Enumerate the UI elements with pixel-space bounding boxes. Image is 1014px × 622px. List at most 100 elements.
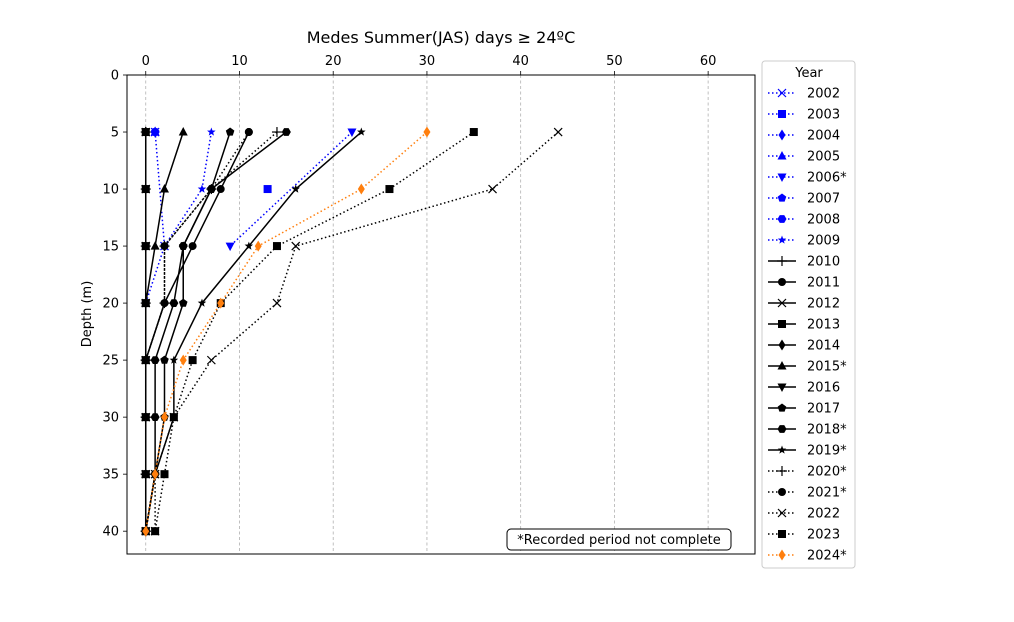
axes: 0 10 20 30 40 50 60 0 5 10 15 20 25 30 35 40 — [102, 54, 716, 540]
marker-legend — [777, 215, 787, 223]
marker-point — [272, 242, 281, 251]
legend-title: Year — [794, 66, 823, 81]
legend-items: 2002 2003 2004 2005 2006* 2007 2008 2009 2010 201… — [768, 87, 847, 564]
marker-point — [469, 128, 478, 137]
legend-item: 2006* — [768, 171, 847, 186]
legend-item: 2007 — [768, 192, 840, 207]
legend-label: 2021* — [807, 486, 847, 501]
marker-point — [142, 525, 150, 537]
marker-point — [188, 242, 197, 251]
marker-point — [160, 242, 169, 251]
legend-item: 2010 — [768, 255, 840, 270]
legend-item: 2019* — [768, 444, 847, 459]
legend-item: 2015* — [768, 360, 847, 375]
marker-point — [281, 128, 291, 136]
marker-point — [141, 413, 150, 422]
marker-point — [347, 128, 357, 138]
marker-point — [197, 298, 207, 307]
marker-point — [141, 470, 150, 479]
legend-item: 2018* — [768, 423, 847, 438]
legend-label: 2011 — [807, 276, 840, 291]
legend-label: 2014 — [807, 339, 840, 354]
series-line — [145, 131, 362, 532]
series-2006 — [225, 128, 357, 252]
marker-point — [179, 354, 187, 366]
marker-legend — [777, 383, 787, 392]
marker-point — [254, 240, 262, 252]
legend-label: 2013 — [807, 318, 840, 333]
legend-item: 2017 — [768, 402, 840, 417]
legend-label: 2015* — [807, 360, 847, 375]
series-2019 — [141, 127, 366, 535]
marker-legend — [777, 151, 787, 160]
marker-point — [216, 185, 225, 194]
marker-point — [291, 241, 301, 251]
annotation-box: *Recorded period not complete — [506, 528, 732, 551]
legend-item: 2016 — [768, 381, 840, 396]
chart-title: Medes Summer(JAS) days ≥ 24ºC — [307, 28, 575, 47]
y-axis-label: Depth (m) — [80, 281, 95, 348]
marker-point — [169, 413, 178, 422]
x-tick-label: 10 — [231, 54, 248, 69]
marker-point — [225, 127, 235, 136]
legend-label: 2022 — [807, 507, 840, 522]
marker-point — [151, 468, 159, 480]
x-tick-label: 40 — [512, 54, 529, 69]
x-tick-label: 30 — [419, 54, 436, 69]
marker-point — [160, 299, 169, 308]
y-tick-label: 40 — [102, 525, 119, 540]
marker-point — [178, 242, 188, 250]
series-line — [229, 131, 353, 247]
marker-point — [160, 355, 169, 364]
legend-label: 2004 — [807, 129, 840, 144]
legend-item: 2005 — [768, 150, 840, 165]
marker-point — [271, 127, 282, 138]
plot-frame — [126, 74, 756, 555]
y-tick-label: 25 — [102, 354, 119, 369]
legend-item: 2023 — [768, 528, 840, 543]
legend-item: 2011 — [768, 276, 840, 291]
legend-label: 2002 — [807, 87, 840, 102]
legend-item: 2020* — [768, 465, 847, 480]
marker-point — [197, 184, 207, 193]
legend-item: 2009 — [768, 234, 840, 249]
series-line — [154, 131, 475, 532]
marker-legend — [777, 173, 787, 182]
marker-legend — [777, 235, 787, 244]
series-line — [145, 131, 287, 532]
marker-point — [141, 356, 150, 365]
marker-point — [217, 297, 225, 309]
legend-label: 2007 — [807, 192, 840, 207]
y-tick-label: 5 — [111, 126, 119, 141]
marker-point — [151, 527, 160, 536]
series-line — [145, 131, 428, 532]
annotation-text: *Recorded period not complete — [517, 533, 721, 548]
marker-legend — [777, 466, 787, 476]
series-line — [154, 131, 559, 532]
legend-label: 2023 — [807, 528, 840, 543]
marker-point — [244, 241, 254, 250]
legend: Year 20022003200420052006*20072008200920… — [761, 60, 856, 569]
y-tick-label: 35 — [102, 468, 119, 483]
marker-point — [357, 183, 365, 195]
series-2003 — [263, 185, 272, 194]
marker-point — [263, 185, 272, 194]
marker-legend — [777, 193, 787, 202]
marker-legend — [777, 298, 787, 308]
marker-legend — [778, 530, 786, 538]
marker-point — [207, 127, 216, 136]
legend-label: 2020* — [807, 465, 847, 480]
marker-point — [357, 127, 366, 136]
legend-item: 2013 — [768, 318, 840, 333]
marker-point — [385, 185, 394, 194]
marker-legend — [778, 110, 786, 118]
legend-label: 2016 — [807, 381, 840, 396]
y-tick-label: 0 — [111, 69, 119, 84]
legend-item: 2021* — [768, 486, 847, 501]
marker-legend — [778, 320, 786, 328]
marker-legend — [778, 549, 786, 561]
grid — [145, 75, 709, 554]
marker-point — [169, 299, 179, 307]
marker-legend — [777, 256, 787, 266]
